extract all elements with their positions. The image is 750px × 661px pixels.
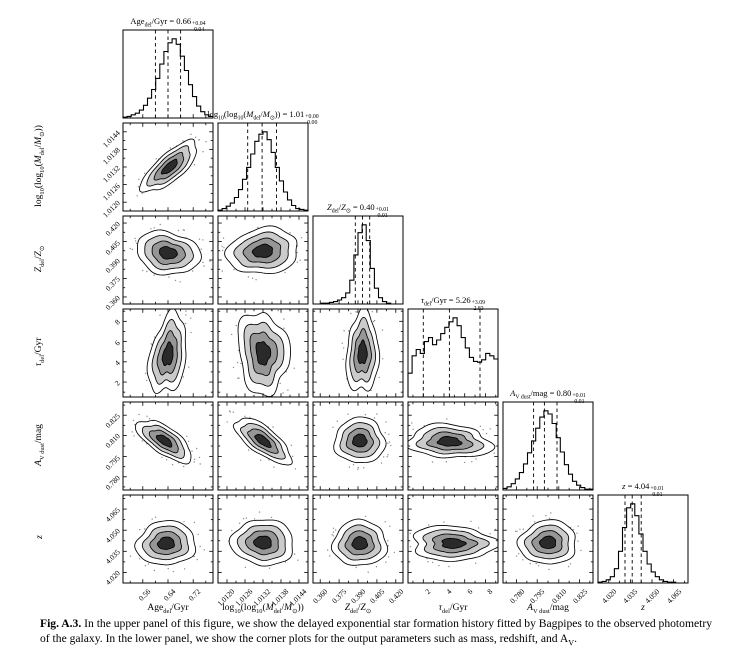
panel-hist-redshift — [597, 494, 689, 584]
figure-number-label: Fig. A.3. — [40, 617, 82, 630]
panel-tau-vs-mass — [217, 308, 309, 398]
panel-hist-mass — [217, 122, 309, 212]
axis-title-x-tau: τdel/Gyr — [438, 603, 468, 615]
contour-level-4 — [255, 341, 272, 366]
contour-level-4 — [441, 537, 467, 549]
panel-av-vs-metallicity — [312, 401, 404, 491]
contour-level-4 — [155, 434, 173, 448]
param-title-redshift: z = 4.04 +0.01 -0.01 — [622, 481, 664, 499]
panel-av-vs-mass — [217, 401, 309, 491]
panel-redshift-vs-av — [502, 494, 594, 584]
axis-title-x-redshift: z — [641, 603, 645, 613]
param-title-metallicity: Zdel/Z⊙ = 0.40 +0.01 -0.01 — [326, 202, 390, 220]
contour-level-4 — [357, 339, 368, 365]
histogram-metallicity — [313, 224, 403, 305]
histogram-redshift — [597, 503, 688, 584]
histogram-av — [502, 410, 594, 490]
contour-level-4 — [161, 341, 174, 367]
axis-title-x-age: Agedel/Gyr — [147, 603, 189, 615]
panel-metallicity-vs-mass — [217, 215, 309, 305]
panel-tau-vs-metallicity — [312, 308, 404, 398]
axis-title-y-redshift: z — [35, 535, 45, 539]
param-title-mass: log10(log10(Mdel/M⊙)) = 1.01 +0.00 -0.00 — [207, 109, 319, 127]
panel-redshift-vs-tau — [407, 494, 499, 584]
contour-level-4 — [254, 433, 272, 448]
param-title-age: Agedel/Gyr = 0.66 +0.04 -0.04 — [130, 16, 206, 34]
param-title-av: AV dust/mag = 0.80 +0.01 -0.01 — [510, 388, 586, 406]
caption-period: . — [574, 632, 577, 646]
param-title-tau: τdel/Gyr = 5.26 +3.09 -2.83 — [420, 295, 486, 313]
contour-level-4 — [436, 435, 463, 447]
panel-redshift-vs-age — [122, 494, 214, 584]
contour-level-4 — [352, 433, 368, 448]
contour-level-4 — [156, 536, 175, 550]
histogram-mass — [217, 131, 309, 211]
figure-caption: Fig. A.3. In the upper panel of this fig… — [40, 616, 712, 649]
panel-tau-vs-age — [122, 308, 214, 398]
caption-subscript: V — [568, 638, 575, 648]
contour-level-4 — [158, 246, 178, 260]
contour-level-4 — [538, 535, 557, 549]
contour-level-4 — [251, 243, 273, 258]
histogram-age — [122, 38, 214, 118]
contour-level-4 — [253, 535, 272, 550]
axis-title-x-metallicity: Zdel/Z⊙ — [344, 603, 372, 615]
panel-mass-vs-age — [122, 122, 214, 212]
axis-title-x-av: AV dust/mag — [527, 603, 569, 615]
panel-hist-age — [122, 29, 214, 119]
contour-level-4 — [351, 536, 369, 550]
panel-hist-metallicity — [312, 215, 404, 305]
axis-title-x-mass: log10(log10(Mdel/M⊙)) — [222, 603, 304, 615]
panel-redshift-vs-mass — [217, 494, 309, 584]
panel-hist-av — [502, 401, 594, 491]
panel-metallicity-vs-age — [122, 215, 214, 305]
panel-av-vs-age — [122, 401, 214, 491]
panel-av-vs-tau — [407, 401, 499, 491]
panel-hist-tau — [407, 308, 499, 398]
histogram-tau — [407, 317, 499, 397]
contour-level-4 — [160, 158, 178, 175]
panel-redshift-vs-metallicity — [312, 494, 404, 584]
caption-body: In the upper panel of this figure, we sh… — [40, 617, 712, 646]
